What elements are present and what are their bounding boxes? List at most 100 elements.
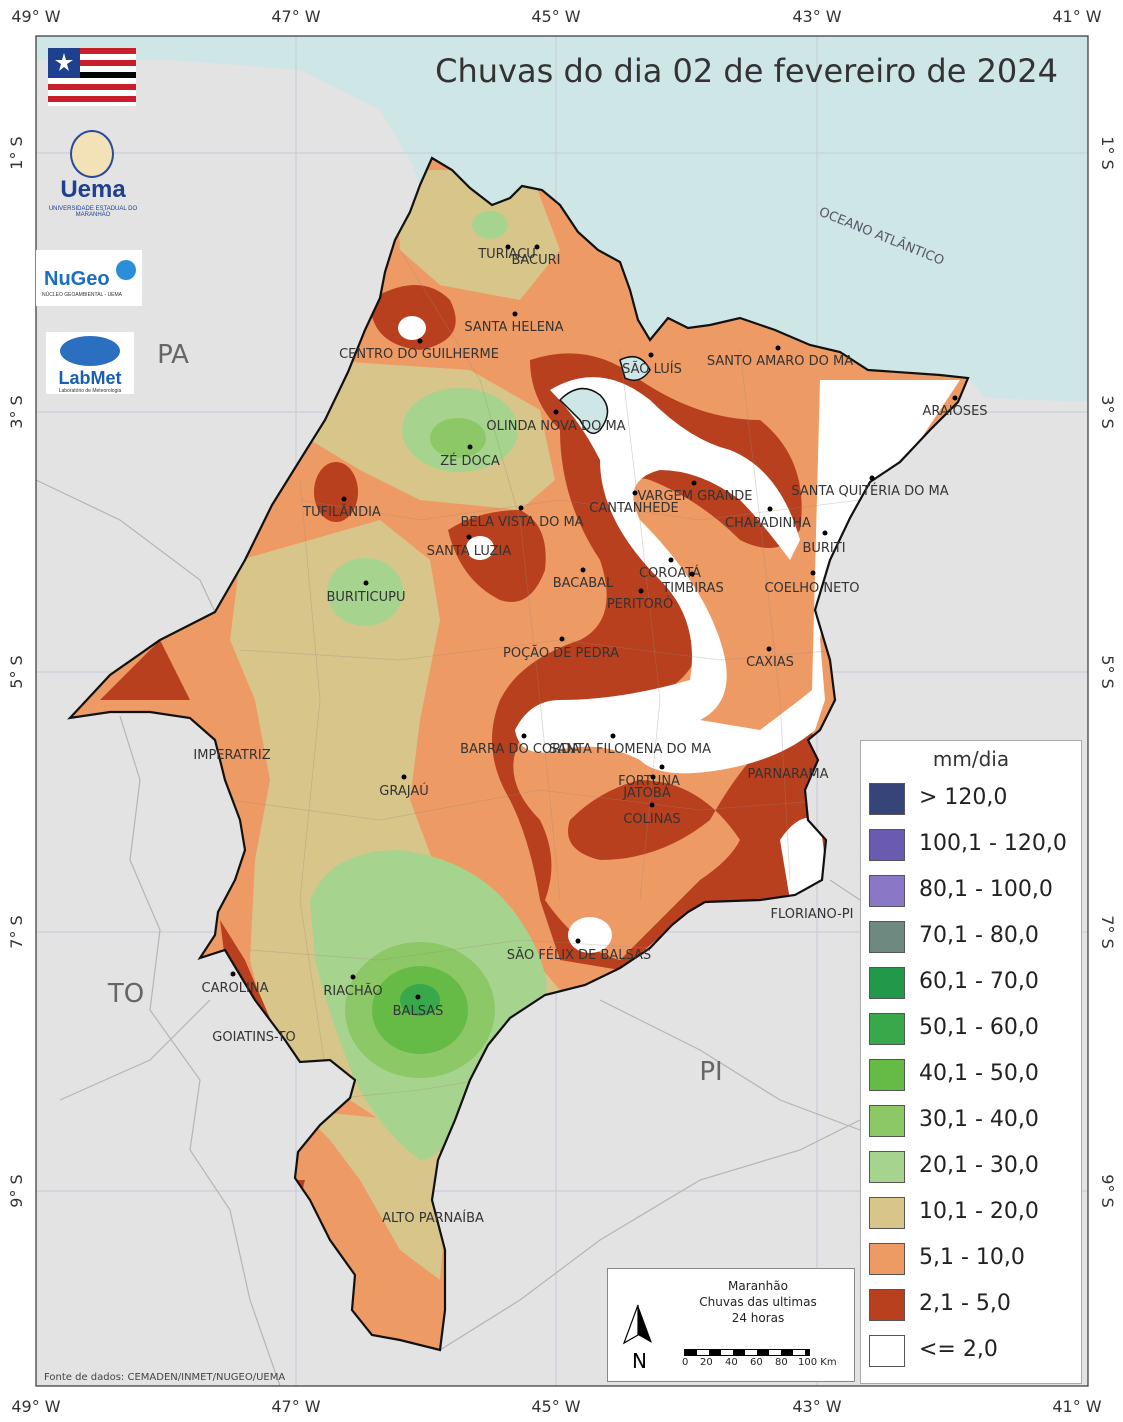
- legend-item: 20,1 - 30,0: [869, 1149, 1079, 1189]
- city-alto-parnaiba: ALTO PARNAÍBA: [382, 1210, 484, 1226]
- city-label: BARRA DO CORDA: [460, 742, 580, 757]
- city-tufilandia: TUFILÂNDIA: [302, 496, 381, 520]
- city-araioses: ARAIOSES: [922, 395, 988, 419]
- city-turiacu: TURIAÇU: [477, 244, 536, 262]
- city-buriti: BURITI: [802, 530, 846, 556]
- data-source: Fonte de dados: CEMADEN/INMET/NUGEO/UEMA: [44, 1372, 286, 1383]
- scale-label: 100 Km: [798, 1357, 837, 1368]
- city-caxias: CAXIAS: [746, 646, 794, 670]
- info-box: Maranhão Chuvas das ultimas 24 horas N 0…: [607, 1268, 855, 1382]
- city-pocao-de-pedra: POÇÃO DE PEDRA: [503, 636, 619, 661]
- city-sao-luis: SÃO LUÍS: [622, 352, 682, 377]
- city-santa-filomena: SANTA FILOMENA DO MA: [549, 733, 711, 757]
- lat-tick-right: 5° S: [1098, 655, 1117, 688]
- legend-label: 50,1 - 60,0: [919, 1015, 1039, 1040]
- city-cantanhede: CANTANHEDE: [589, 490, 679, 516]
- lon-ticks-top: 49° W 47° W 45° W 43° W 41° W: [11, 7, 1101, 26]
- lat-tick-right: 3° S: [1098, 395, 1117, 428]
- legend-label: 5,1 - 10,0: [919, 1245, 1025, 1270]
- uema-seal-icon: [70, 130, 114, 178]
- city-goiatins: GOIATINS-TO: [212, 1030, 295, 1045]
- legend-label: 2,1 - 5,0: [919, 1291, 1011, 1316]
- city-label: COELHO NETO: [764, 581, 859, 596]
- city-santa-quiteria: SANTA QUITÉRIA DO MA: [791, 475, 949, 499]
- legend-swatch: [869, 1013, 905, 1045]
- city-bela-vista: BELA VISTA DO MA: [460, 505, 584, 530]
- city-chapadinha: CHAPADINHA: [725, 506, 811, 531]
- lon-tick-top: 41° W: [1052, 7, 1101, 26]
- lon-tick-top: 43° W: [792, 7, 841, 26]
- city-label: CANTANHEDE: [589, 501, 678, 516]
- city-floriano: FLORIANO-PI: [771, 907, 854, 922]
- legend-item: 10,1 - 20,0: [869, 1195, 1079, 1235]
- city-label: BURITI: [802, 541, 845, 556]
- city-label: ZÉ DOCA: [440, 453, 500, 469]
- city-barra-do-corda: BARRA DO CORDA: [460, 733, 580, 757]
- legend-label: 10,1 - 20,0: [919, 1199, 1039, 1224]
- uema-subtitle: UNIVERSIDADE ESTADUAL DO MARANHÃO: [48, 206, 138, 218]
- city-label: VARGEM GRANDE: [637, 489, 752, 504]
- legend-title: mm/dia: [932, 747, 1010, 771]
- nugeo-logo: NuGeo NÚCLEO GEOAMBIENTAL - UEMA: [36, 250, 142, 306]
- legend: mm/dia > 120,0 100,1 - 120,0 80,1 - 100,0 7…: [860, 740, 1082, 1384]
- city-santa-helena: SANTA HELENA: [464, 311, 564, 335]
- city-label: BURITICUPU: [326, 590, 405, 605]
- scale-label: 60: [750, 1357, 763, 1368]
- labmet-logo: LabMet Laboratório de Meteorologia: [46, 332, 134, 394]
- legend-swatch: [869, 967, 905, 999]
- city-coroata: COROATÁ: [639, 557, 701, 581]
- city-balsas: BALSAS: [393, 994, 443, 1019]
- lat-tick-right: 9° S: [1098, 1174, 1117, 1207]
- legend-swatch: [869, 1335, 905, 1367]
- legend-item: 60,1 - 70,0: [869, 965, 1079, 1005]
- city-label: TURIAÇU: [477, 247, 536, 262]
- lon-tick-bottom: 49° W: [11, 1397, 60, 1416]
- legend-label: 60,1 - 70,0: [919, 969, 1039, 994]
- scale-label: 20: [700, 1357, 713, 1368]
- region-label-to: TO: [107, 979, 144, 1009]
- lat-ticks-left: 1° S 3° S 5° S 7° S 9° S: [7, 136, 26, 1207]
- legend-label: 30,1 - 40,0: [919, 1107, 1039, 1132]
- city-vargem-grande: VARGEM GRANDE: [637, 480, 753, 504]
- lon-ticks-bottom: 49° W 47° W 45° W 43° W 41° W: [11, 1397, 1101, 1416]
- legend-item: 40,1 - 50,0: [869, 1057, 1079, 1097]
- city-layer: TURIAÇU BACURI SANTA HELENA CENTRO DO GU…: [193, 244, 988, 1226]
- legend-swatch: [869, 1197, 905, 1229]
- legend-item: 30,1 - 40,0: [869, 1103, 1079, 1143]
- city-peritoro: PERITORÓ: [607, 588, 673, 612]
- legend-swatch: [869, 783, 905, 815]
- city-grajau: GRAJAÚ: [379, 774, 429, 799]
- region-label-pa: PA: [157, 340, 189, 370]
- city-bacuri: BACURI: [511, 244, 561, 268]
- maranhao-flag: [48, 48, 136, 106]
- city-label: FLORIANO-PI: [771, 907, 854, 922]
- globe-icon: [116, 260, 136, 280]
- sao-marcos-bay: [558, 355, 651, 435]
- city-label: PERITORÓ: [607, 596, 673, 612]
- city-label: SÃO LUÍS: [622, 361, 682, 377]
- city-timbiras: TIMBIRAS: [661, 571, 724, 596]
- lon-tick-top: 49° W: [11, 7, 60, 26]
- legend-swatch: [869, 875, 905, 907]
- city-olinda-nova: OLINDA NOVA DO MA: [486, 409, 626, 434]
- legend-item: 100,1 - 120,0: [869, 827, 1079, 867]
- legend-item: 2,1 - 5,0: [869, 1287, 1079, 1327]
- city-label: SANTA LUZIA: [427, 544, 512, 559]
- city-label: BACABAL: [553, 576, 614, 591]
- lat-ticks-right: 1° S 3° S 5° S 7° S 9° S: [1098, 136, 1117, 1207]
- city-santa-luzia: SANTA LUZIA: [427, 534, 512, 559]
- city-label: TIMBIRAS: [661, 581, 723, 596]
- legend-swatch: [869, 1059, 905, 1091]
- legend-item: <= 2,0: [869, 1333, 1079, 1373]
- city-label: FORTUNA: [618, 774, 680, 789]
- city-label: SANTA FILOMENA DO MA: [549, 742, 711, 757]
- legend-label: 100,1 - 120,0: [919, 831, 1067, 856]
- city-label: GOIATINS-TO: [212, 1030, 295, 1045]
- city-label: RIACHÃO: [323, 983, 382, 999]
- city-label: SÃO FÉLIX DE BALSAS: [507, 947, 651, 963]
- legend-label: 20,1 - 30,0: [919, 1153, 1039, 1178]
- legend-label: 80,1 - 100,0: [919, 877, 1053, 902]
- legend-swatch: [869, 1151, 905, 1183]
- city-label: TUFILÂNDIA: [302, 504, 381, 520]
- legend-label: 70,1 - 80,0: [919, 923, 1039, 948]
